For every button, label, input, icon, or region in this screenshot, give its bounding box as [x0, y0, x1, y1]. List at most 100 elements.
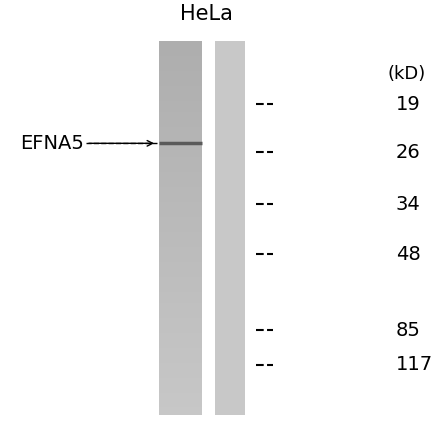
FancyBboxPatch shape	[159, 149, 202, 153]
FancyBboxPatch shape	[159, 396, 202, 400]
Text: 48: 48	[396, 245, 421, 264]
FancyBboxPatch shape	[159, 314, 202, 318]
FancyBboxPatch shape	[159, 157, 202, 161]
FancyBboxPatch shape	[159, 206, 202, 209]
Text: 117: 117	[396, 355, 433, 374]
FancyBboxPatch shape	[159, 176, 202, 179]
FancyBboxPatch shape	[159, 284, 202, 288]
FancyBboxPatch shape	[159, 411, 202, 415]
FancyBboxPatch shape	[159, 351, 202, 355]
FancyBboxPatch shape	[159, 288, 202, 292]
FancyBboxPatch shape	[159, 232, 202, 235]
FancyBboxPatch shape	[159, 359, 202, 363]
FancyBboxPatch shape	[159, 220, 202, 224]
FancyBboxPatch shape	[159, 105, 202, 108]
FancyBboxPatch shape	[159, 172, 202, 176]
FancyBboxPatch shape	[159, 366, 202, 370]
FancyBboxPatch shape	[159, 191, 202, 194]
FancyBboxPatch shape	[159, 363, 202, 366]
FancyBboxPatch shape	[159, 194, 202, 198]
FancyBboxPatch shape	[159, 239, 202, 243]
FancyBboxPatch shape	[159, 321, 202, 325]
FancyBboxPatch shape	[159, 78, 202, 82]
FancyBboxPatch shape	[159, 235, 202, 239]
FancyBboxPatch shape	[159, 120, 202, 123]
FancyBboxPatch shape	[159, 310, 202, 314]
FancyBboxPatch shape	[159, 407, 202, 411]
Text: (kD): (kD)	[387, 65, 425, 83]
FancyBboxPatch shape	[159, 265, 202, 269]
FancyBboxPatch shape	[159, 209, 202, 213]
FancyBboxPatch shape	[159, 299, 202, 303]
FancyBboxPatch shape	[159, 168, 202, 172]
FancyBboxPatch shape	[159, 404, 202, 407]
FancyBboxPatch shape	[159, 86, 202, 90]
FancyBboxPatch shape	[159, 243, 202, 247]
Text: 85: 85	[396, 321, 421, 340]
FancyBboxPatch shape	[159, 269, 202, 273]
FancyBboxPatch shape	[159, 67, 202, 71]
FancyBboxPatch shape	[159, 280, 202, 284]
Text: 26: 26	[396, 142, 421, 161]
FancyBboxPatch shape	[159, 135, 202, 138]
FancyBboxPatch shape	[159, 60, 202, 64]
FancyBboxPatch shape	[159, 258, 202, 262]
FancyBboxPatch shape	[159, 164, 202, 168]
FancyBboxPatch shape	[159, 45, 202, 49]
FancyBboxPatch shape	[215, 41, 245, 415]
Text: 34: 34	[396, 194, 421, 213]
FancyBboxPatch shape	[159, 116, 202, 120]
FancyBboxPatch shape	[159, 273, 202, 277]
FancyBboxPatch shape	[159, 374, 202, 377]
FancyBboxPatch shape	[159, 277, 202, 280]
FancyBboxPatch shape	[159, 333, 202, 336]
FancyBboxPatch shape	[159, 385, 202, 389]
FancyBboxPatch shape	[159, 52, 202, 56]
FancyBboxPatch shape	[159, 344, 202, 348]
FancyBboxPatch shape	[159, 213, 202, 217]
FancyBboxPatch shape	[159, 355, 202, 359]
FancyBboxPatch shape	[159, 325, 202, 329]
FancyBboxPatch shape	[159, 336, 202, 340]
FancyBboxPatch shape	[159, 381, 202, 385]
FancyBboxPatch shape	[159, 370, 202, 374]
FancyBboxPatch shape	[159, 93, 202, 97]
FancyBboxPatch shape	[159, 153, 202, 157]
FancyBboxPatch shape	[159, 389, 202, 392]
FancyBboxPatch shape	[159, 90, 202, 93]
FancyBboxPatch shape	[159, 392, 202, 396]
FancyBboxPatch shape	[159, 142, 202, 146]
FancyBboxPatch shape	[159, 127, 202, 131]
Text: HeLa: HeLa	[180, 4, 233, 24]
FancyBboxPatch shape	[159, 146, 202, 149]
FancyBboxPatch shape	[159, 112, 202, 116]
FancyBboxPatch shape	[159, 56, 202, 60]
FancyBboxPatch shape	[159, 108, 202, 112]
FancyBboxPatch shape	[159, 292, 202, 295]
FancyBboxPatch shape	[159, 41, 202, 45]
FancyBboxPatch shape	[159, 71, 202, 75]
FancyBboxPatch shape	[159, 183, 202, 187]
FancyBboxPatch shape	[159, 64, 202, 67]
FancyBboxPatch shape	[159, 202, 202, 206]
FancyBboxPatch shape	[159, 101, 202, 105]
FancyBboxPatch shape	[159, 340, 202, 344]
FancyBboxPatch shape	[159, 49, 202, 52]
Text: 19: 19	[396, 95, 421, 114]
FancyBboxPatch shape	[159, 247, 202, 250]
FancyBboxPatch shape	[159, 400, 202, 404]
FancyBboxPatch shape	[159, 123, 202, 127]
FancyBboxPatch shape	[159, 138, 202, 142]
FancyBboxPatch shape	[159, 303, 202, 306]
FancyBboxPatch shape	[159, 198, 202, 202]
FancyBboxPatch shape	[159, 228, 202, 232]
FancyBboxPatch shape	[159, 217, 202, 220]
FancyBboxPatch shape	[159, 295, 202, 299]
FancyBboxPatch shape	[159, 318, 202, 321]
FancyBboxPatch shape	[159, 82, 202, 86]
Text: EFNA5: EFNA5	[20, 134, 84, 153]
FancyBboxPatch shape	[159, 131, 202, 135]
FancyBboxPatch shape	[159, 306, 202, 310]
FancyBboxPatch shape	[159, 250, 202, 254]
FancyBboxPatch shape	[159, 377, 202, 381]
